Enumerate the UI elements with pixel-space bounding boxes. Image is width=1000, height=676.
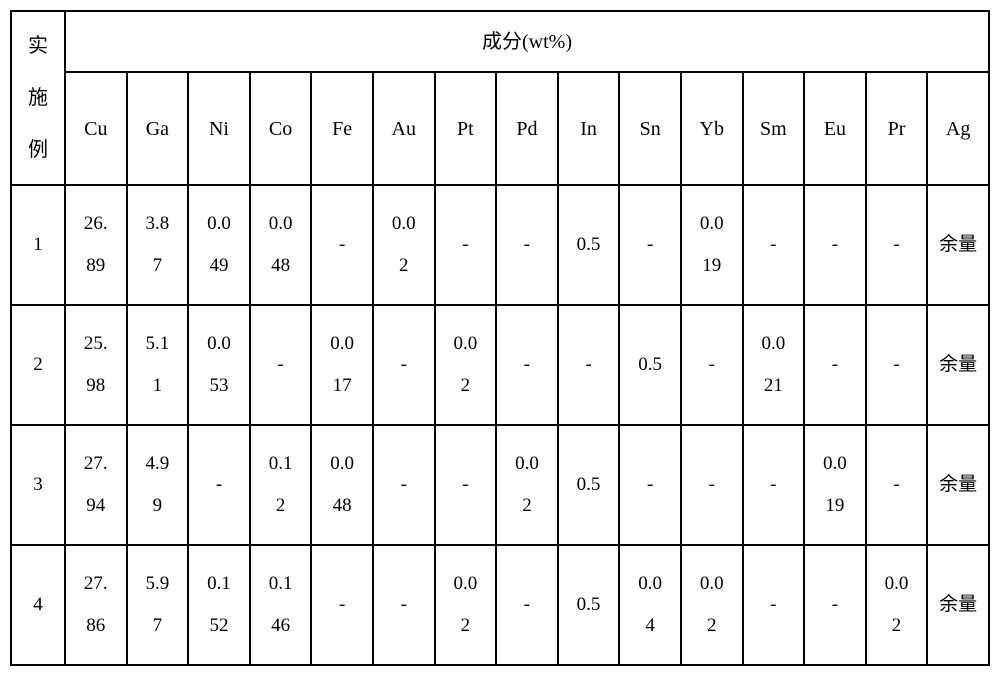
- col-in: In: [558, 72, 620, 185]
- cell-fe: 0.0 17: [311, 305, 373, 425]
- col-pr: Pr: [866, 72, 928, 185]
- cell-eu: -: [804, 185, 866, 305]
- cell-ga: 5.1 1: [127, 305, 189, 425]
- col-ga: Ga: [127, 72, 189, 185]
- cell-ni: 0.1 52: [188, 545, 250, 665]
- cell-cu: 25. 98: [65, 305, 127, 425]
- cell-au: 0.0 2: [373, 185, 435, 305]
- cell-fe: -: [311, 545, 373, 665]
- col-ag: Ag: [927, 72, 989, 185]
- cell-pd: 0.0 2: [496, 425, 558, 545]
- cell-yb: -: [681, 425, 743, 545]
- cell-co: 0.1 46: [250, 545, 312, 665]
- cell-cu: 27. 86: [65, 545, 127, 665]
- cell-sm: -: [743, 545, 805, 665]
- cell-pr: 0.0 2: [866, 545, 928, 665]
- cell-pr: -: [866, 305, 928, 425]
- cell-sn: 0.5: [619, 305, 681, 425]
- cell-yb: 0.0 2: [681, 545, 743, 665]
- cell-yb: 0.0 19: [681, 185, 743, 305]
- col-sm: Sm: [743, 72, 805, 185]
- cell-yb: -: [681, 305, 743, 425]
- cell-pd: -: [496, 185, 558, 305]
- column-header-row: Cu Ga Ni Co Fe Au Pt Pd In Sn Yb Sm Eu P…: [11, 72, 989, 185]
- cell-ga: 4.9 9: [127, 425, 189, 545]
- cell-pd: -: [496, 545, 558, 665]
- cell-pt: -: [435, 185, 497, 305]
- cell-co: 0.0 48: [250, 185, 312, 305]
- table-row: 2 25. 98 5.1 1 0.0 53 - 0.0 17 - 0.0 2 -…: [11, 305, 989, 425]
- table-body: 1 26. 89 3.8 7 0.0 49 0.0 48 - 0.0 2 - -…: [11, 185, 989, 665]
- cell-sn: 0.0 4: [619, 545, 681, 665]
- composition-table: 实 施 例 成分(wt%) Cu Ga Ni Co Fe Au Pt Pd In…: [10, 10, 990, 666]
- col-au: Au: [373, 72, 435, 185]
- cell-au: -: [373, 305, 435, 425]
- cell-fe: -: [311, 185, 373, 305]
- cell-in: 0.5: [558, 425, 620, 545]
- cell-cu: 27. 94: [65, 425, 127, 545]
- table-row: 4 27. 86 5.9 7 0.1 52 0.1 46 - - 0.0 2 -…: [11, 545, 989, 665]
- col-cu: Cu: [65, 72, 127, 185]
- cell-sm: -: [743, 185, 805, 305]
- cell-in: 0.5: [558, 185, 620, 305]
- cell-sn: -: [619, 185, 681, 305]
- row-id: 3: [11, 425, 65, 545]
- cell-ag: 余量: [927, 185, 989, 305]
- row-id: 4: [11, 545, 65, 665]
- cell-au: -: [373, 425, 435, 545]
- col-co: Co: [250, 72, 312, 185]
- cell-sm: 0.0 21: [743, 305, 805, 425]
- column-group-header: 成分(wt%): [65, 11, 989, 72]
- col-ni: Ni: [188, 72, 250, 185]
- cell-pr: -: [866, 185, 928, 305]
- cell-pt: -: [435, 425, 497, 545]
- cell-pd: -: [496, 305, 558, 425]
- cell-ga: 5.9 7: [127, 545, 189, 665]
- cell-eu: -: [804, 305, 866, 425]
- row-id: 2: [11, 305, 65, 425]
- cell-pt: 0.0 2: [435, 305, 497, 425]
- table-row: 1 26. 89 3.8 7 0.0 49 0.0 48 - 0.0 2 - -…: [11, 185, 989, 305]
- col-eu: Eu: [804, 72, 866, 185]
- cell-pr: -: [866, 425, 928, 545]
- col-pd: Pd: [496, 72, 558, 185]
- cell-ag: 余量: [927, 545, 989, 665]
- table-row: 3 27. 94 4.9 9 - 0.1 2 0.0 48 - - 0.0 2 …: [11, 425, 989, 545]
- cell-ag: 余量: [927, 425, 989, 545]
- cell-ga: 3.8 7: [127, 185, 189, 305]
- row-header-label: 实 施 例: [11, 11, 65, 185]
- col-yb: Yb: [681, 72, 743, 185]
- cell-ni: -: [188, 425, 250, 545]
- cell-ag: 余量: [927, 305, 989, 425]
- row-id: 1: [11, 185, 65, 305]
- cell-fe: 0.0 48: [311, 425, 373, 545]
- cell-eu: 0.0 19: [804, 425, 866, 545]
- cell-in: 0.5: [558, 545, 620, 665]
- cell-ni: 0.0 49: [188, 185, 250, 305]
- cell-co: 0.1 2: [250, 425, 312, 545]
- cell-cu: 26. 89: [65, 185, 127, 305]
- cell-eu: -: [804, 545, 866, 665]
- cell-au: -: [373, 545, 435, 665]
- col-fe: Fe: [311, 72, 373, 185]
- cell-ni: 0.0 53: [188, 305, 250, 425]
- col-pt: Pt: [435, 72, 497, 185]
- cell-sm: -: [743, 425, 805, 545]
- cell-pt: 0.0 2: [435, 545, 497, 665]
- cell-co: -: [250, 305, 312, 425]
- col-sn: Sn: [619, 72, 681, 185]
- cell-sn: -: [619, 425, 681, 545]
- cell-in: -: [558, 305, 620, 425]
